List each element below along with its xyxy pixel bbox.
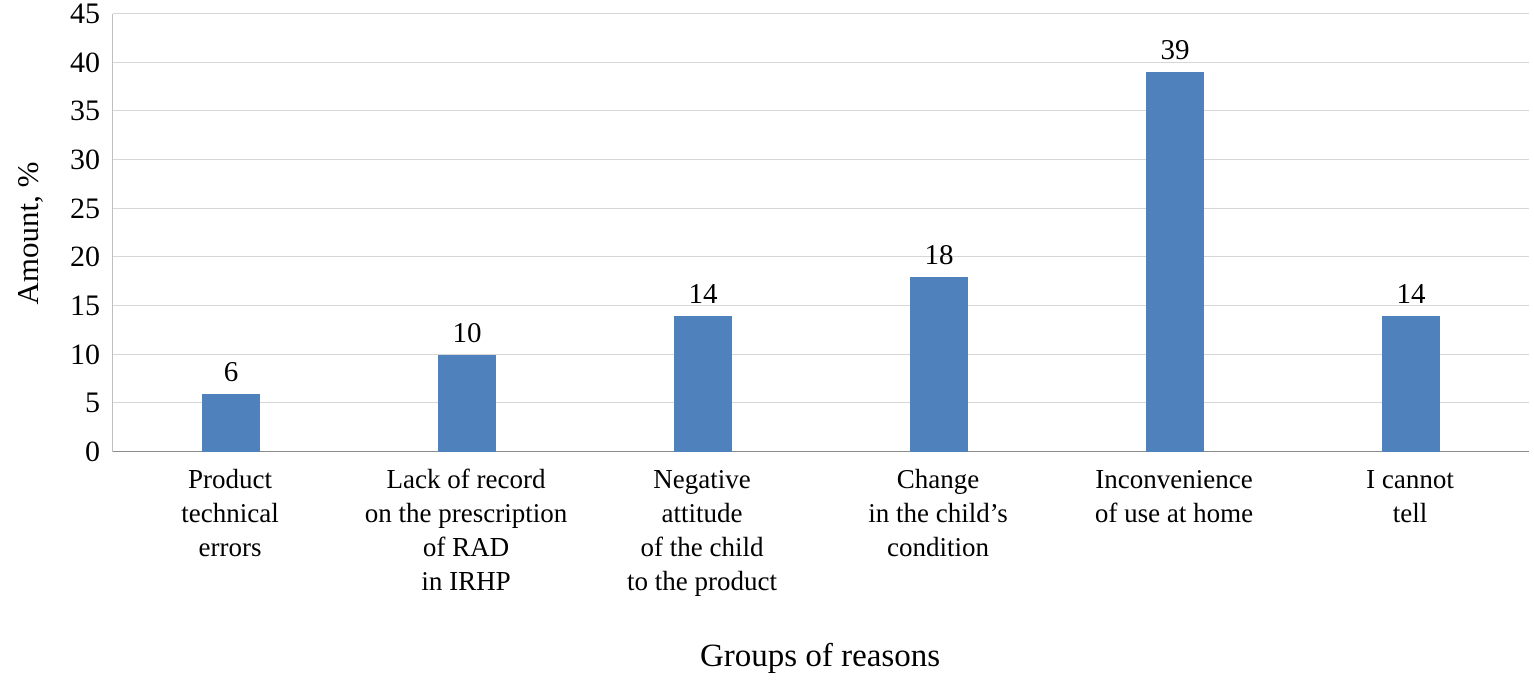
bar-value-label: 6	[223, 355, 239, 388]
y-tick-label: 5	[85, 386, 100, 420]
bar-slot: 14	[1293, 14, 1529, 452]
plot-area: 6 10 14 18 39 14	[112, 13, 1529, 452]
category-label: Negative attitude of the child to the produ…	[627, 464, 777, 596]
bar-series: 6 10 14 18 39 14	[113, 14, 1529, 452]
bar-value-label: 14	[688, 277, 718, 310]
bar-slot: 10	[349, 14, 585, 452]
y-tick-label: 20	[70, 240, 100, 274]
y-tick-label: 0	[85, 435, 100, 468]
bar	[1382, 315, 1440, 452]
category-label: I cannot tell	[1366, 464, 1454, 528]
gridline	[113, 207, 1529, 209]
bar-slot: 6	[113, 14, 349, 452]
bar-slot: 14	[585, 14, 821, 452]
x-axis-title: Groups of reasons	[699, 638, 941, 674]
gridline	[113, 13, 1529, 14]
bar	[202, 393, 260, 452]
x-axis-line	[113, 451, 1529, 452]
gridline	[113, 61, 1529, 63]
bar	[674, 315, 732, 452]
gridline	[113, 353, 1529, 355]
bar-value-label: 10	[452, 316, 482, 349]
y-tick-label: 25	[70, 191, 100, 225]
gridline	[113, 159, 1529, 161]
x-axis-category-labels: Product technical errors Lack of record on t…	[112, 462, 1528, 598]
gridline	[113, 256, 1529, 258]
y-axis-ticks: 0 5 10 15 20 25 30 35 40 45	[0, 0, 100, 467]
gridline	[113, 305, 1529, 307]
bar-value-label: 18	[924, 238, 954, 271]
category-label: Change in the child’s condition	[868, 464, 1008, 562]
bar-slot: 39	[1057, 14, 1293, 452]
category-label: Inconvenience of use at home	[1094, 464, 1254, 528]
category-label: Product technical errors	[181, 464, 279, 562]
y-tick-label: 10	[70, 337, 100, 371]
bar	[910, 276, 968, 452]
gridline	[113, 402, 1529, 404]
y-tick-label: 40	[70, 45, 100, 79]
category-label: Lack of record on the prescription of RAD i…	[364, 464, 568, 596]
bar-value-label: 14	[1396, 277, 1426, 310]
y-tick-label: 15	[70, 289, 100, 323]
bar	[438, 354, 496, 452]
bar	[1146, 72, 1204, 452]
bar-value-label: 39	[1160, 34, 1190, 67]
y-tick-label: 35	[70, 94, 100, 128]
y-tick-label: 30	[70, 143, 100, 177]
gridline	[113, 110, 1529, 112]
bar-slot: 18	[821, 14, 1057, 452]
y-tick-label: 45	[70, 0, 100, 30]
